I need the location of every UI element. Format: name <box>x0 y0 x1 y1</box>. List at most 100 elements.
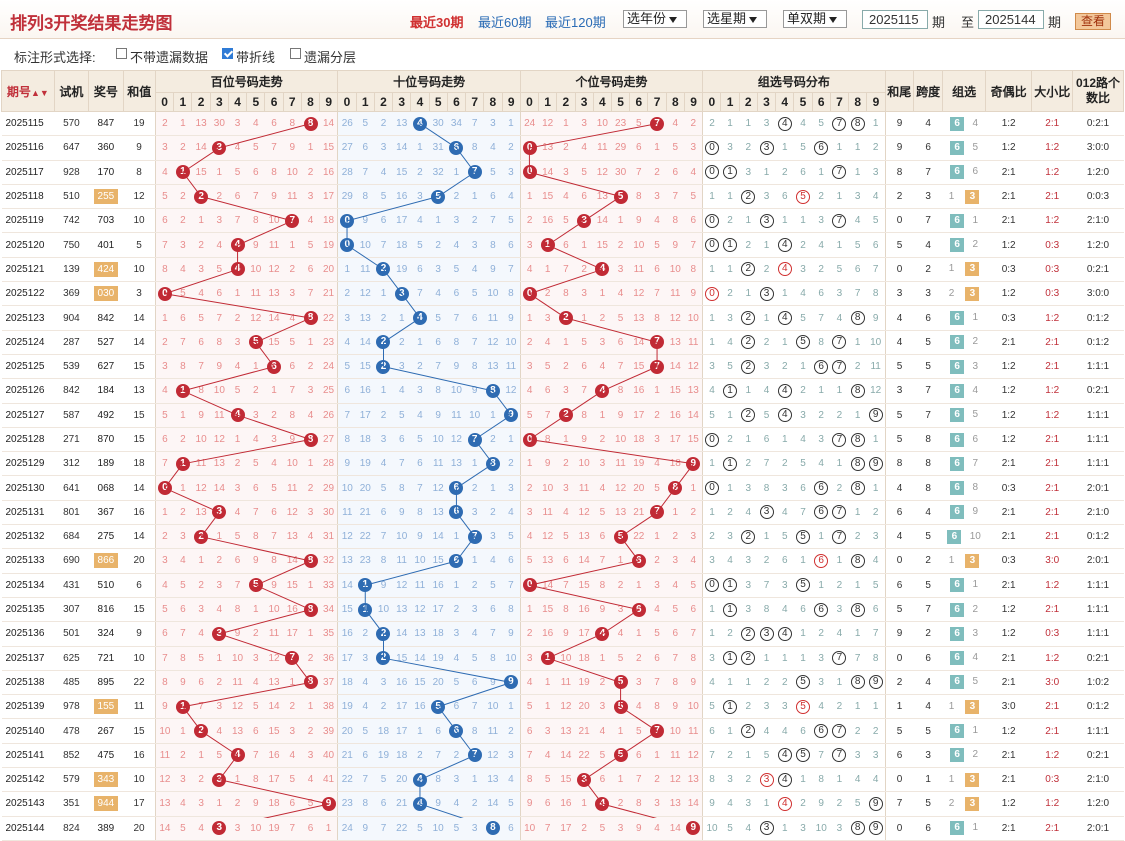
omission-cell: 4 <box>812 694 831 720</box>
omission-cell: 9 <box>812 791 831 817</box>
omission-cell: 12 <box>447 427 466 453</box>
weekday-select[interactable]: 选星期 <box>703 10 767 28</box>
drawn-digit-ball: 5 <box>246 573 265 598</box>
test-number-cell: 501 <box>54 621 89 647</box>
omission-cell: 2 <box>465 573 484 598</box>
omission-cell: 16 <box>429 573 448 598</box>
line-checkbox[interactable] <box>222 48 233 59</box>
group-type-cell: 6 1 <box>942 208 986 234</box>
odd-even-cell: 0:3 <box>985 305 1032 331</box>
table-row: 2025117 928 170 8 4 1 15 1 5 6 8 10 2 16 28 7 4 15 2 32 1 7 5 3… <box>1 160 1124 185</box>
no-omission-checkbox[interactable] <box>116 48 127 59</box>
omission-cell: 4 <box>812 232 831 258</box>
group-digit-circle: 4 <box>775 111 794 137</box>
digit-header: 5 <box>246 92 266 112</box>
omission-cell: 2 <box>374 403 393 428</box>
omission-cell: 5 <box>629 718 648 744</box>
issue-cell: 2025141 <box>1 743 55 769</box>
omission-cell: 5 <box>720 816 740 841</box>
omission-cell: 1 <box>702 184 721 210</box>
omission-cell: 13 <box>191 111 211 137</box>
omission-cell: 3 <box>830 281 849 307</box>
omission-cell: 2 <box>848 718 867 744</box>
span-cell: 3 <box>913 743 943 769</box>
odd-even-cell: 1:2 <box>985 354 1032 380</box>
road-ratio-cell: 1:1:1 <box>1072 718 1124 744</box>
prize-number-cell: 847 <box>88 111 124 137</box>
tail-cell: 0 <box>884 548 914 574</box>
sum-cell: 15 <box>123 354 157 380</box>
omission-cell: 16 <box>319 160 338 185</box>
omission-cell: 2 <box>793 232 813 258</box>
omission-cell: 7 <box>684 621 703 647</box>
group-type-cell: 6 3 <box>942 621 986 647</box>
omission-cell: 2 <box>757 548 776 574</box>
omission-cell: 3 <box>283 281 302 307</box>
drawn-digit-ball: 6 <box>447 500 466 526</box>
omission-cell: 10 <box>392 524 411 550</box>
odd-even-select[interactable]: 单双期 <box>783 10 847 28</box>
year-select[interactable]: 选年份 <box>623 10 687 28</box>
group-digit-circle: 6 <box>812 354 831 380</box>
omission-cell: 2 <box>812 184 831 210</box>
omission-cell: 14 <box>392 135 411 161</box>
big-small-cell: 1:2 <box>1031 135 1073 161</box>
omission-cell: 8 <box>629 791 648 817</box>
omission-cell: 7 <box>356 767 375 793</box>
query-button[interactable]: 查看 <box>1075 13 1111 30</box>
layer-checkbox[interactable] <box>290 48 301 59</box>
omission-cell: 14 <box>666 816 685 841</box>
issue-header[interactable]: 期号▲▼ <box>1 70 55 112</box>
omission-cell: 1 <box>337 257 357 283</box>
from-issue-input[interactable]: 2025115 <box>862 10 928 29</box>
chevron-down-icon <box>829 16 838 23</box>
omission-cell: 3 <box>775 694 794 720</box>
omission-cell: 2 <box>429 232 448 258</box>
omission-cell: 4 <box>538 330 557 355</box>
omission-cell: 8 <box>483 232 503 258</box>
group-digit-circle: 4 <box>775 232 794 258</box>
road-ratio-cell: 1:1:1 <box>1072 451 1124 477</box>
omission-cell: 6 <box>684 208 703 234</box>
omission-cell: 15 <box>319 135 338 161</box>
omission-cell: 4 <box>191 816 211 841</box>
table-row: 2025132 684 275 14 2 3 2 1 5 8 7 13 4 31 12 22 7 10 9 14 1 7 3… <box>1 524 1124 550</box>
test-number-cell: 579 <box>54 767 89 793</box>
omission-cell: 1 <box>793 621 813 647</box>
omission-cell: 18 <box>392 232 411 258</box>
omission-cell: 5 <box>611 305 630 331</box>
to-issue-input[interactable]: 2025144 <box>978 10 1044 29</box>
recent-60-link[interactable]: 最近60期 <box>478 15 532 30</box>
sum-cell: 14 <box>123 524 157 550</box>
omission-cell: 32 <box>319 548 338 574</box>
omission-cell: 18 <box>264 791 284 817</box>
omission-cell: 25 <box>319 378 338 404</box>
omission-cell: 5 <box>374 184 393 210</box>
omission-cell: 16 <box>410 694 430 720</box>
big-small-cell: 1:2 <box>1031 403 1073 428</box>
omission-cell: 6 <box>191 670 211 696</box>
omission-cell: 12 <box>191 475 211 501</box>
omission-cell: 21 <box>319 281 338 307</box>
span-cell: 6 <box>913 646 943 671</box>
span-cell: 3 <box>913 281 943 307</box>
recent-30-link[interactable]: 最近30期 <box>410 15 464 30</box>
omission-cell: 3 <box>556 378 575 404</box>
omission-cell: 3 <box>684 524 703 550</box>
table-row: 2025116 647 360 9 3 2 14 3 4 5 7 9 1 15 27 6 3 14 1 31 6 8 4 2 0… <box>1 135 1124 161</box>
big-small-cell: 2:1 <box>1031 694 1073 720</box>
drawn-digit-ball: 3 <box>210 135 229 161</box>
omission-cell: 22 <box>337 767 357 793</box>
omission-cell: 4 <box>775 718 794 744</box>
omission-cell: 2 <box>301 646 320 671</box>
omission-cell: 16 <box>556 791 575 817</box>
omission-cell: 1 <box>702 330 721 355</box>
omission-cell: 13 <box>483 767 503 793</box>
omission-cell: 2 <box>228 791 247 817</box>
odd-even-cell: 2:1 <box>985 184 1032 210</box>
omission-cell: 1 <box>210 524 229 550</box>
recent-120-link[interactable]: 最近120期 <box>545 15 606 30</box>
tail-cell: 0 <box>884 257 914 283</box>
road-ratio-cell: 3:0:0 <box>1072 135 1124 161</box>
omission-cell: 3 <box>447 767 466 793</box>
